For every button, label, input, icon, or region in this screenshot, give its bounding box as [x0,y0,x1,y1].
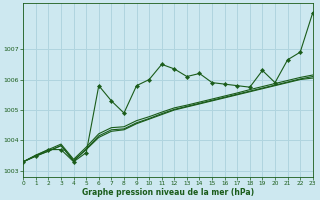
X-axis label: Graphe pression niveau de la mer (hPa): Graphe pression niveau de la mer (hPa) [82,188,254,197]
